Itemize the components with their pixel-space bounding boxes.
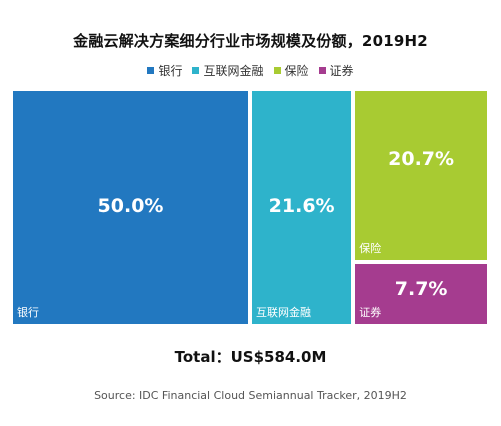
tile-insurance: 20.7% 保险 bbox=[353, 89, 489, 262]
tile-bank-value: 50.0% bbox=[97, 195, 164, 218]
chart-title: 金融云解决方案细分行业市场规模及份额，2019H2 bbox=[73, 32, 428, 50]
source-note: Source: IDC Financial Cloud Semiannual T… bbox=[94, 389, 407, 402]
tile-insurance-label: 保险 bbox=[359, 241, 382, 255]
legend-label-internet-finance: 互联网金融 bbox=[203, 64, 264, 78]
legend-label-securities: 证券 bbox=[329, 64, 354, 78]
treemap: 50.0% 银行 21.6% 互联网金融 20.7% 保险 7.7% 证券 bbox=[11, 89, 489, 326]
legend: 银行 互联网金融 保险 证券 bbox=[0, 62, 501, 79]
legend-swatch-internet-finance bbox=[192, 67, 200, 74]
total-label: Total：US$584.0M bbox=[174, 348, 327, 366]
tile-internet-finance-value: 21.6% bbox=[268, 195, 335, 218]
legend-swatch-insurance bbox=[273, 67, 281, 74]
tile-securities-value: 7.7% bbox=[394, 277, 448, 300]
legend-item-securities: 证券 bbox=[318, 62, 354, 79]
legend-item-internet-finance: 互联网金融 bbox=[192, 62, 264, 79]
tile-internet-finance-label: 互联网金融 bbox=[256, 306, 311, 319]
legend-item-insurance: 保险 bbox=[273, 62, 309, 79]
legend-label-bank: 银行 bbox=[158, 64, 183, 78]
tile-insurance-value: 20.7% bbox=[388, 148, 455, 170]
legend-swatch-securities bbox=[318, 67, 326, 74]
tile-securities: 7.7% 证券 bbox=[353, 261, 489, 326]
tile-internet-finance: 21.6% 互联网金融 bbox=[250, 89, 354, 326]
tile-securities-label: 证券 bbox=[359, 305, 382, 319]
tile-bank-label: 银行 bbox=[17, 306, 39, 319]
legend-item-bank: 银行 bbox=[147, 62, 182, 79]
tile-bank: 50.0% 银行 bbox=[11, 89, 250, 326]
legend-swatch-bank bbox=[147, 67, 155, 74]
legend-label-insurance: 保险 bbox=[284, 64, 309, 78]
